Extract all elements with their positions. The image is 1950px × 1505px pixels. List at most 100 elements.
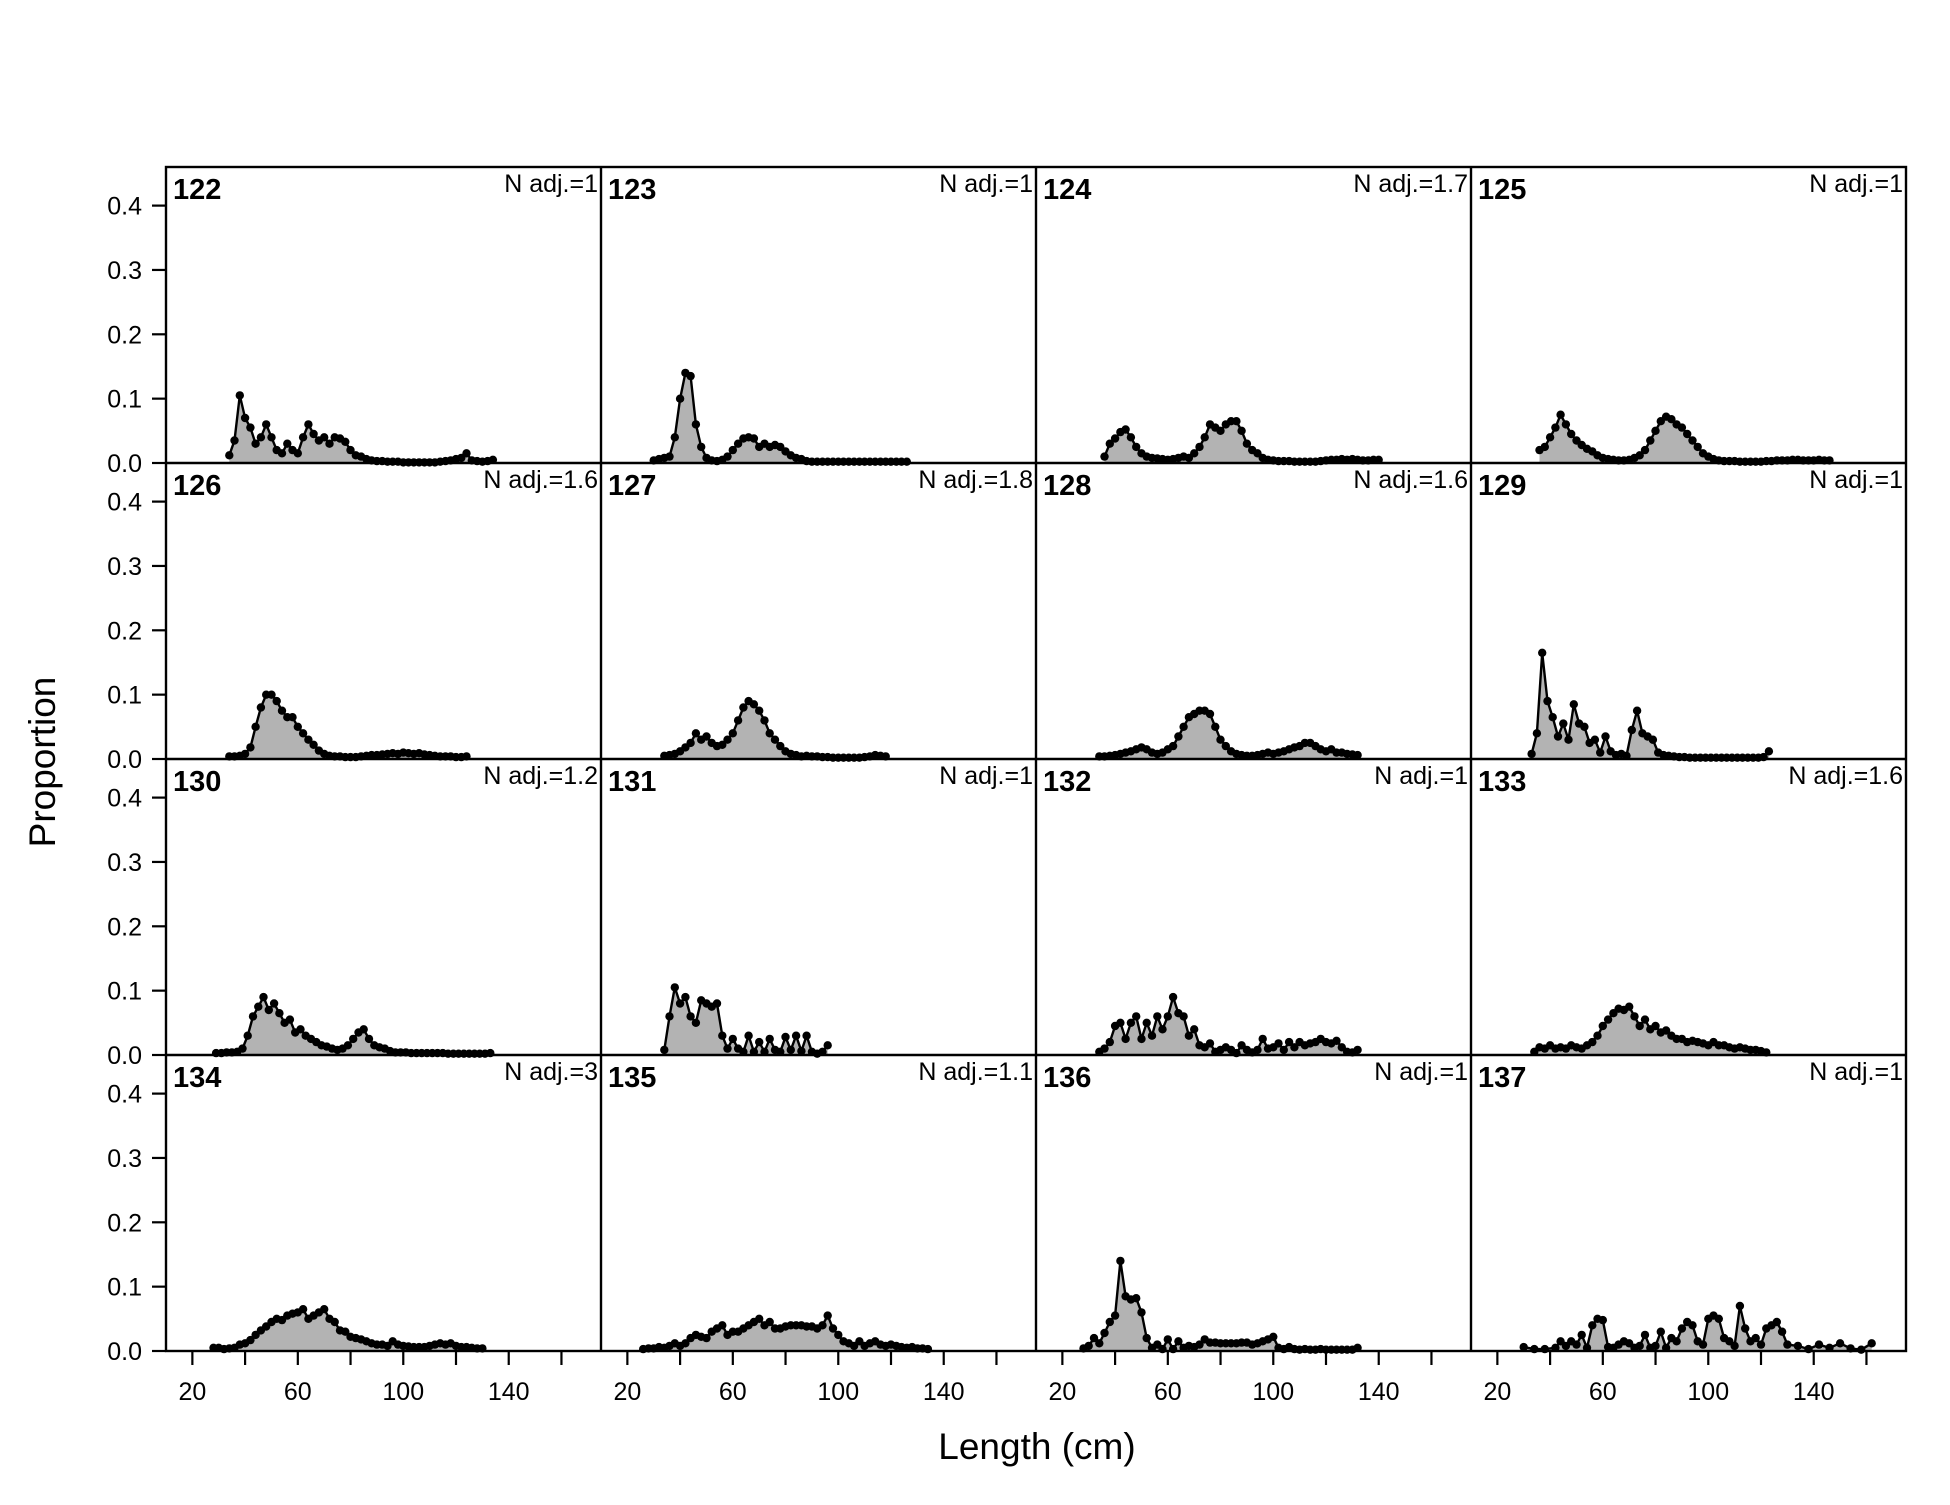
panel-125-point: [1635, 451, 1644, 460]
panel-129-point: [1601, 732, 1610, 741]
panel-125-point: [1561, 420, 1571, 429]
panel-137-point: [1656, 1327, 1666, 1336]
panel-136-area: [1083, 1260, 1358, 1351]
panel-129-point: [1553, 732, 1563, 741]
x-tick-label: 100: [382, 1378, 424, 1406]
panel-136-point: [1269, 1332, 1278, 1342]
panel-132-point: [1105, 1037, 1115, 1047]
panel-125: 125 N adj.=1: [1478, 170, 1903, 466]
panel-124-point: [1237, 426, 1246, 435]
panel-132-point: [1126, 1018, 1136, 1027]
panel-122-point: [251, 439, 260, 448]
panel-137-point: [1867, 1339, 1876, 1348]
panel-nadj-label: N adj.=1.1: [918, 1058, 1033, 1086]
panel-131: 131 N adj.=1: [608, 762, 1033, 1058]
panel-127-point: [770, 735, 780, 744]
panel-130-point: [264, 1005, 273, 1015]
y-tick-label: 0.4: [107, 1081, 142, 1109]
panel-136-point: [1195, 1340, 1204, 1349]
panel-122-point: [277, 449, 287, 458]
panel-132-point: [1179, 1012, 1188, 1021]
panel-label: 123: [608, 174, 656, 206]
panel-131-point: [686, 1012, 695, 1021]
panel-133-point: [1661, 1026, 1671, 1035]
panel-137-point: [1572, 1340, 1581, 1349]
panel-127-point: [691, 729, 701, 738]
panel-129-point: [1532, 729, 1542, 738]
panel-122: 122 N adj.=1: [173, 170, 598, 467]
panel-130: 130 N adj.=1.2: [173, 762, 598, 1058]
panel-137-point: [1793, 1341, 1803, 1351]
y-tick-label: 0.0: [107, 1338, 142, 1366]
x-tick-label: 20: [613, 1378, 641, 1406]
y-tick-label: 0.4: [107, 785, 142, 813]
panel-129-point: [1527, 749, 1536, 759]
panel-label: 129: [1478, 470, 1526, 502]
panel-133-point: [1651, 1021, 1660, 1031]
panel-127-point: [739, 703, 748, 712]
panel-132-point: [1190, 1025, 1199, 1034]
panel-127-point: [733, 716, 743, 725]
panel-126-point: [304, 735, 313, 744]
panel-131-point: [675, 999, 685, 1008]
panel-130-point: [269, 999, 279, 1008]
panel-127-point: [755, 706, 764, 715]
x-tick-label: 60: [1589, 1378, 1617, 1406]
panel-122-point: [267, 433, 276, 442]
y-tick-label: 0.2: [107, 321, 142, 349]
panel-123-point: [733, 439, 743, 448]
panel-131-point: [755, 1037, 764, 1047]
panel-label: 137: [1478, 1062, 1526, 1094]
panel-124-point: [1242, 439, 1252, 448]
panel-131-point: [681, 992, 690, 1002]
panel-135-point: [718, 1321, 727, 1330]
panel-135-point: [702, 1333, 711, 1343]
x-axis-title: Length (cm): [938, 1426, 1135, 1467]
panel-label: 135: [608, 1062, 656, 1094]
panel-125-point: [1651, 426, 1660, 435]
panel-124-point: [1216, 426, 1225, 435]
panel-131-point: [765, 1034, 774, 1044]
panel-nadj-label: N adj.=1: [504, 170, 598, 198]
panel-130-point: [349, 1034, 358, 1044]
panel-122-point: [309, 429, 318, 439]
y-tick-label: 0.2: [107, 617, 142, 645]
panel-137-point: [1577, 1330, 1586, 1340]
panel-131-point: [786, 1045, 795, 1055]
panel-137-point: [1598, 1315, 1608, 1325]
panel-122-point: [283, 439, 292, 448]
panel-133-point: [1588, 1037, 1597, 1047]
panel-125-point: [1677, 423, 1687, 432]
x-tick-label: 100: [1687, 1378, 1729, 1406]
panel-125-point: [1683, 429, 1692, 439]
y-tick-label: 0.1: [107, 386, 142, 414]
panel-132-point: [1116, 1018, 1125, 1027]
panel-nadj-label: N adj.=3: [504, 1058, 598, 1086]
panel-134-point: [320, 1305, 329, 1314]
panel-137-point: [1783, 1340, 1792, 1349]
panel-123-area: [653, 372, 907, 463]
panel-131-point: [797, 1046, 806, 1056]
panel-124: 124 N adj.=1.7: [1043, 170, 1468, 466]
panel-136-point: [1174, 1337, 1183, 1346]
panel-132-point: [1353, 1045, 1362, 1055]
panel-123-point: [675, 394, 685, 403]
panel-137-point: [1857, 1345, 1866, 1354]
panel-132-point: [1100, 1044, 1109, 1053]
panel-136-point: [1084, 1341, 1093, 1351]
y-tick-label: 0.3: [107, 553, 142, 581]
panel-122-point: [320, 433, 329, 442]
panel-131-point: [691, 1018, 701, 1027]
panel-129: 129 N adj.=1: [1478, 466, 1903, 762]
panel-131-point: [728, 1034, 737, 1044]
panel-127-point: [723, 735, 732, 744]
panel-128-point: [1221, 741, 1231, 751]
panel-126: 126 N adj.=1.6: [173, 466, 598, 762]
panel-132-point: [1258, 1034, 1267, 1044]
panel-133-point: [1640, 1015, 1650, 1024]
panel-123-point: [670, 433, 679, 442]
panel-nadj-label: N adj.=1: [1809, 170, 1903, 198]
panel-125-point: [1688, 436, 1697, 445]
